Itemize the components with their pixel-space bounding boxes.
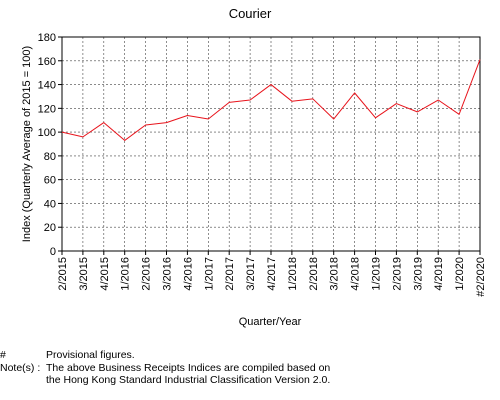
note-text: The above Business Receipts Indices are … <box>46 361 331 387</box>
x-tick-label: 4/2016 <box>182 257 194 291</box>
note-text: Provisional figures. <box>46 349 135 361</box>
y-tick-label: 60 <box>44 175 56 187</box>
x-tick-label: 3/2018 <box>329 257 341 291</box>
y-tick-label: 160 <box>38 56 56 68</box>
x-tick-label: #2/2020 <box>475 257 487 297</box>
grid <box>62 37 480 251</box>
x-tick-label: 3/2015 <box>78 257 90 291</box>
note-provisional: # Provisional figures. <box>0 349 330 362</box>
y-tick-label: 140 <box>38 80 56 92</box>
x-tick-label: 3/2016 <box>162 257 174 291</box>
note-key: Note(s) : <box>0 361 41 374</box>
y-tick-label: 120 <box>38 103 56 115</box>
x-tick-label: 4/2019 <box>433 257 445 291</box>
y-axis: 0 20 40 60 80 100 120 140 160 180 <box>38 32 62 258</box>
x-tick-label: 3/2017 <box>245 257 257 291</box>
x-axis: 2/2015 3/2015 4/2015 1/2016 2/2016 3/2016 4/20… <box>57 251 487 297</box>
x-tick-label: 1/2019 <box>371 257 383 291</box>
notes: # Provisional figures. Note(s) : The abo… <box>0 349 330 387</box>
y-tick-label: 20 <box>44 222 56 234</box>
x-tick-label: 2/2015 <box>57 257 69 291</box>
series-line <box>61 59 481 141</box>
x-axis-label: Quarter/Year <box>239 316 302 328</box>
y-tick-label: 80 <box>44 151 56 163</box>
x-tick-label: 2/2018 <box>308 257 320 291</box>
x-tick-label: 1/2018 <box>287 257 299 291</box>
note-key: # <box>0 349 6 361</box>
x-tick-label: 4/2018 <box>350 257 362 291</box>
x-tick-label: 4/2015 <box>99 257 111 291</box>
x-tick-label: 4/2017 <box>266 257 278 291</box>
y-tick-label: 100 <box>38 127 56 139</box>
x-tick-label: 2/2017 <box>224 257 236 291</box>
y-tick-label: 180 <box>38 32 56 44</box>
x-tick-label: 2/2016 <box>141 257 153 291</box>
x-tick-label: 3/2019 <box>412 257 424 291</box>
y-tick-label: 0 <box>50 246 56 258</box>
note-compilation: Note(s) : The above Business Receipts In… <box>0 362 330 387</box>
y-tick-label: 40 <box>44 198 56 210</box>
x-tick-label: 1/2020 <box>454 257 466 291</box>
y-axis-label: Index (Quarterly Average of 2015 = 100) <box>21 46 33 242</box>
x-tick-label: 1/2017 <box>203 257 215 291</box>
chart-title: Courier <box>229 6 272 21</box>
x-tick-label: 1/2016 <box>120 257 132 291</box>
x-tick-label: 2/2019 <box>391 257 403 291</box>
series-layer <box>61 59 481 141</box>
